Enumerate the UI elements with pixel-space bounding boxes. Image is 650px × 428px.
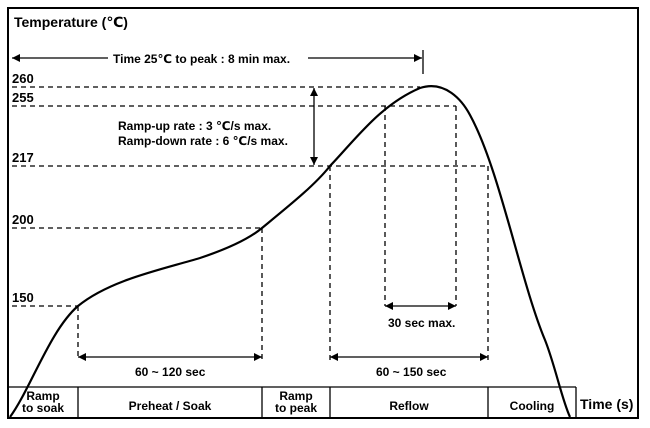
time-to-peak-arrowhead-right [414,54,422,62]
y-tick-217: 217 [12,150,34,165]
y-tick-150: 150 [12,290,34,305]
ramp-rate-arrowhead-bottom [310,157,318,165]
soak-duration-label: 60 ~ 120 sec [135,365,206,379]
soak-arrowhead-left [78,353,86,361]
y-tick-200: 200 [12,212,34,227]
time-to-peak-arrowhead-left [12,54,20,62]
phase-ramp-to-peak-line1: Ramp [279,389,312,403]
phase-cooling: Cooling [510,399,555,413]
phase-ramp-to-soak-line1: Ramp [26,389,59,403]
chart-frame [7,7,639,419]
reflow-arrowhead-right [480,353,488,361]
y-tick-255: 255 [12,90,34,105]
reflow-duration-label: 60 ~ 150 sec [376,365,447,379]
soak-arrowhead-right [254,353,262,361]
ramp-up-label: Ramp-up rate : 3 ℃/s max. [118,119,271,133]
y-tick-260: 260 [12,71,34,86]
chart-title: Temperature (℃) [14,14,128,30]
ramp-rate-arrowhead-top [310,88,318,96]
ramp-down-label: Ramp-down rate : 6 ℃/s max. [118,134,288,148]
phase-ramp-to-soak-line2: to soak [22,401,64,415]
temperature-profile-curve [9,85,571,418]
phase-reflow: Reflow [389,399,429,413]
time-to-peak-label-bg [108,49,308,67]
reflow-arrowhead-left [330,353,338,361]
phase-ramp-to-peak-line2: to peak [275,401,317,415]
time-to-peak-label: Time 25℃ to peak : 8 min max. [113,52,290,66]
peak-duration-label: 30 sec max. [388,316,455,330]
x-axis-label: Time (s) [580,396,633,412]
peak-arrowhead-right [448,302,456,310]
peak-arrowhead-left [385,302,393,310]
phase-preheat-soak: Preheat / Soak [129,399,212,413]
